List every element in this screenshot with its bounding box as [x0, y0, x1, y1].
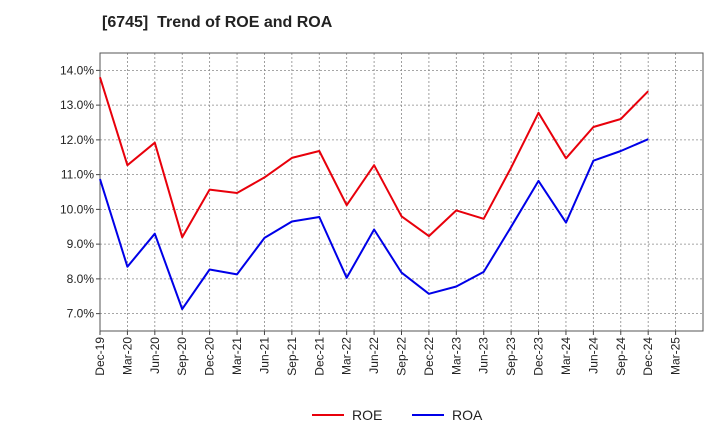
- x-tick-label: Sep-23: [504, 337, 518, 376]
- legend-label-roa: ROA: [452, 407, 483, 423]
- x-tick-label: Mar-25: [669, 337, 683, 375]
- y-tick-label: 8.0%: [67, 272, 95, 286]
- x-tick-label: Sep-22: [395, 337, 409, 376]
- x-tick-label: Dec-19: [93, 337, 107, 376]
- x-tick-label: Jun-23: [477, 337, 491, 374]
- plot-area: [100, 53, 703, 331]
- x-tick-label: Jun-21: [257, 337, 271, 374]
- x-tick-label: Mar-23: [449, 337, 463, 375]
- x-tick-label: Dec-23: [532, 337, 546, 376]
- x-tick-label: Mar-24: [559, 337, 573, 375]
- chart-title: [6745] Trend of ROE and ROA: [102, 14, 333, 31]
- x-tick-label: Dec-20: [203, 337, 217, 376]
- x-tick-label: Dec-22: [422, 337, 436, 376]
- x-tick-label: Dec-21: [312, 337, 326, 376]
- y-tick-label: 10.0%: [60, 202, 94, 216]
- y-tick-label: 7.0%: [67, 307, 95, 321]
- y-tick-label: 14.0%: [60, 63, 94, 77]
- x-tick-label: Jun-22: [367, 337, 381, 374]
- x-tick-label: Jun-24: [586, 337, 600, 374]
- x-tick-label: Mar-20: [120, 337, 134, 375]
- y-tick-label: 9.0%: [67, 237, 95, 251]
- legend-label-roe: ROE: [352, 407, 382, 423]
- x-tick-label: Sep-21: [285, 337, 299, 376]
- x-tick-label: Mar-22: [340, 337, 354, 375]
- x-tick-label: Jun-20: [148, 337, 162, 374]
- x-tick-label: Dec-24: [641, 337, 655, 376]
- x-tick-label: Sep-24: [614, 337, 628, 376]
- series-line-roe: [99, 77, 649, 239]
- y-tick-label: 13.0%: [60, 98, 94, 112]
- y-tick-label: 12.0%: [60, 133, 94, 147]
- x-tick-label: Sep-20: [175, 337, 189, 376]
- y-tick-label: 11.0%: [61, 168, 94, 182]
- series-line-roa: [99, 138, 649, 311]
- x-tick-label: Mar-21: [230, 337, 244, 375]
